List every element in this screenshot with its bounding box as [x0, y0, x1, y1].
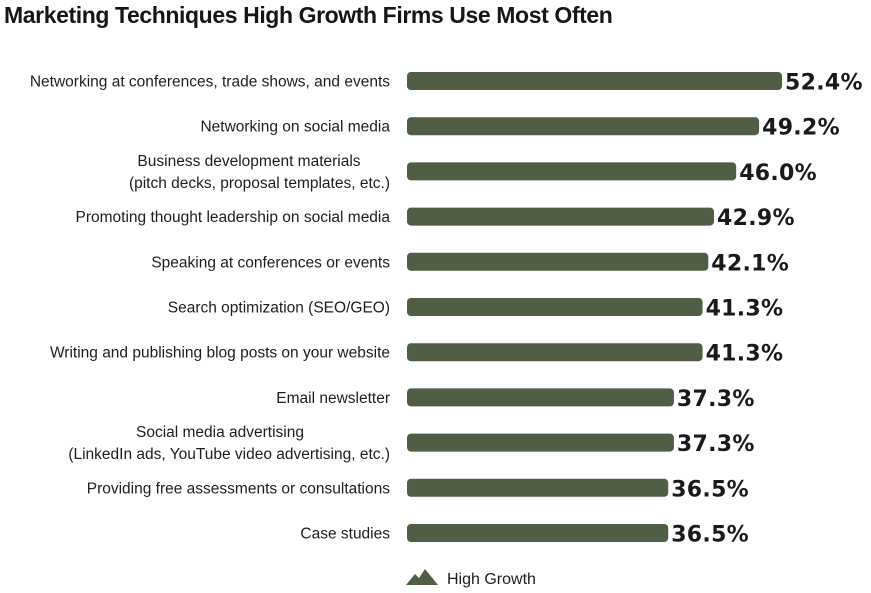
value-label: 49.2%: [762, 116, 840, 141]
bar: [407, 72, 782, 90]
bar: [407, 162, 737, 181]
value-label: 46.0%: [739, 161, 817, 186]
category-label-line: Social media advertising: [136, 424, 304, 441]
mountain-icon: [406, 569, 438, 585]
bar: [407, 524, 669, 542]
bar-row: Promoting thought leadership on social m…: [76, 206, 795, 231]
bar: [407, 388, 674, 407]
bar: [407, 478, 669, 497]
category-label: Networking at conferences, trade shows, …: [30, 74, 390, 91]
bar: [407, 298, 703, 316]
bar-row: Social media advertising (LinkedIn ads, Y…: [68, 424, 754, 463]
category-label: Social media advertising (LinkedIn ads, Y…: [68, 424, 390, 463]
category-label: Search optimization (SEO/GEO): [168, 300, 390, 317]
category-label: Speaking at conferences or events: [151, 254, 390, 271]
bar: [407, 252, 709, 271]
bar-row: Search optimization (SEO/GEO) 41.3%: [168, 297, 784, 322]
bar: [407, 433, 674, 452]
bar-row: Speaking at conferences or events 42.1%: [151, 251, 789, 276]
bars-group: Networking at conferences, trade shows, …: [30, 71, 863, 548]
value-label: 36.5%: [671, 477, 749, 502]
value-label: 52.4%: [785, 71, 863, 96]
bar-row: Email newsletter 37.3%: [276, 387, 754, 412]
legend-label: High Growth: [447, 571, 536, 588]
bar-row: Case studies 36.5%: [300, 523, 749, 548]
category-label-line: (pitch decks, proposal templates, etc.): [129, 175, 390, 192]
category-label: Promoting thought leadership on social m…: [76, 209, 391, 226]
category-label: Email newsletter: [276, 390, 390, 407]
bar: [407, 117, 760, 136]
legend: High Growth: [406, 569, 536, 588]
category-label: Business development materials (pitch dec…: [129, 153, 390, 192]
bar: [407, 207, 715, 226]
value-label: 42.9%: [717, 206, 795, 231]
bar-row: Writing and publishing blog posts on you…: [50, 342, 783, 367]
category-label: Networking on social media: [200, 119, 390, 136]
bar-row: Providing free assessments or consultati…: [87, 477, 749, 502]
value-label: 41.3%: [706, 297, 784, 322]
value-label: 41.3%: [706, 342, 784, 367]
value-label: 42.1%: [711, 251, 789, 276]
bar-row: Networking on social media 49.2%: [200, 116, 839, 141]
bar-row: Networking at conferences, trade shows, …: [30, 71, 863, 96]
category-label-line: Business development materials: [137, 153, 360, 170]
bar: [407, 343, 703, 362]
bar-row: Business development materials (pitch dec…: [129, 153, 817, 192]
value-label: 37.3%: [677, 387, 755, 412]
value-label: 36.5%: [671, 523, 749, 548]
category-label-line: (LinkedIn ads, YouTube video advertising…: [68, 446, 390, 463]
chart-title: Marketing Techniques High Growth Firms U…: [4, 2, 613, 28]
category-label: Case studies: [300, 526, 390, 543]
category-label: Writing and publishing blog posts on you…: [50, 345, 390, 362]
category-label: Providing free assessments or consultati…: [87, 480, 391, 497]
value-label: 37.3%: [677, 432, 755, 457]
